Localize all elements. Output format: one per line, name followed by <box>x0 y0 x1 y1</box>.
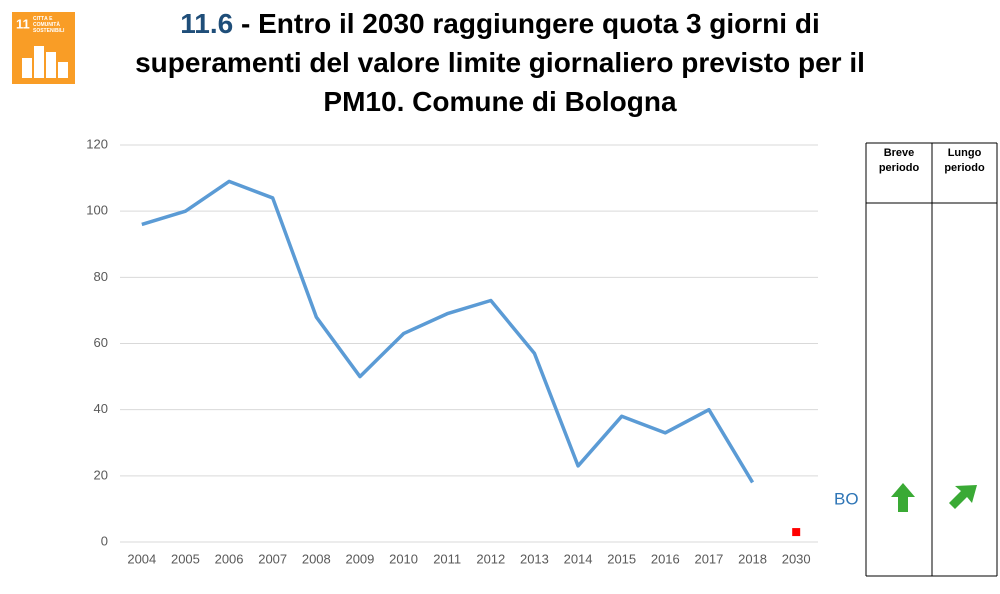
y-tick-label: 120 <box>86 136 108 151</box>
arrow-up <box>891 483 915 512</box>
header-box: Breve periodo <box>878 147 920 174</box>
x-tick-label: 2013 <box>520 551 549 566</box>
icon-number: 11 <box>16 16 30 31</box>
icon-text-box: CITTÀ E COMUNITÀ SOSTENIBILI <box>33 16 65 34</box>
y-tick-label: 40 <box>94 401 108 416</box>
y-tick-label: 80 <box>94 269 108 284</box>
x-tick-label: 2030 <box>782 551 811 566</box>
y-tick-label: 20 <box>94 467 108 482</box>
x-tick-label: 2007 <box>258 551 287 566</box>
title-number: 11.6 <box>180 8 234 39</box>
x-tick-label: 2012 <box>476 551 505 566</box>
x-tick-label: 2011 <box>433 551 461 566</box>
x-tick-label: 2009 <box>345 551 374 566</box>
chart-title: 11.6 - Entro il 2030 raggiungere quota 3… <box>100 4 900 121</box>
arrow-diagonal <box>949 485 977 509</box>
x-tick-label: 2004 <box>127 551 156 566</box>
table-header: Breve periodo <box>878 147 920 174</box>
y-tick-label: 100 <box>86 203 108 218</box>
x-tick-label: 2014 <box>564 551 593 566</box>
y-tick-label: 60 <box>94 335 108 350</box>
title-text: - Entro il 2030 raggiungere quota 3 gior… <box>135 8 865 117</box>
x-tick-label: 2017 <box>694 551 723 566</box>
y-tick-label: 0 <box>101 533 108 548</box>
row-label: BO <box>834 489 859 508</box>
icon-text: CITTÀ E COMUNITÀ SOSTENIBILI <box>33 16 65 34</box>
title-box: 11.6 - Entro il 2030 raggiungere quota 3… <box>100 4 900 121</box>
data-line <box>141 179 755 484</box>
x-tick-label: 2016 <box>651 551 680 566</box>
x-tick-label: 2018 <box>738 551 767 566</box>
target-marker <box>792 528 801 537</box>
x-tick-label: 2006 <box>215 551 244 566</box>
x-tick-label: 2010 <box>389 551 418 566</box>
x-tick-label: 2008 <box>302 551 331 566</box>
header-box: Lungo periodo <box>944 147 985 174</box>
x-tick-label: 2015 <box>607 551 636 566</box>
table-lines <box>865 142 998 577</box>
table-header: Lungo periodo <box>944 147 985 174</box>
icon-buildings <box>22 46 68 78</box>
x-tick-label: 2005 <box>171 551 200 566</box>
